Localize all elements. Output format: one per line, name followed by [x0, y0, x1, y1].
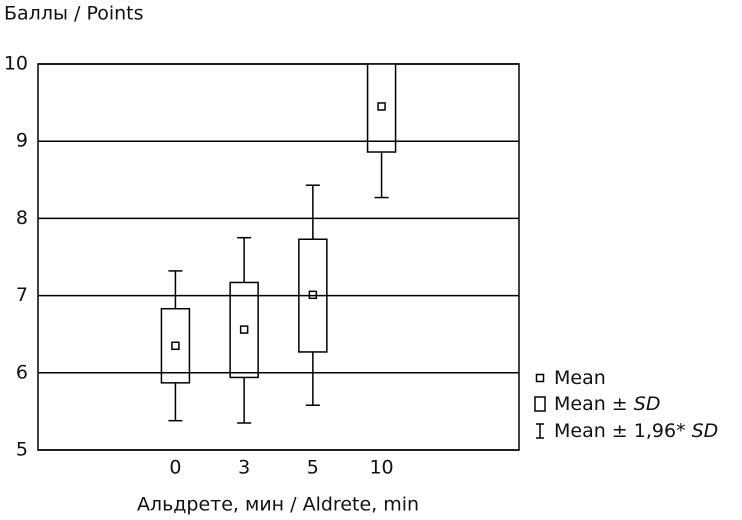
plot-area [160, 64, 397, 424]
legend-text-italic: SD [692, 420, 719, 442]
legend-label: Mean [554, 367, 606, 389]
x-tick-label: 10 [369, 457, 393, 479]
x-tick-label: 0 [169, 457, 181, 479]
mean-marker [308, 290, 318, 300]
legend-symbol [534, 396, 546, 412]
legend-text: Mean ± 1,96* [554, 420, 692, 442]
mean-marker [377, 102, 386, 111]
x-tick-label: 5 [307, 457, 319, 479]
y-tick-label: 6 [16, 361, 28, 383]
plot-frame [37, 63, 520, 451]
x-tick-label: 3 [238, 457, 250, 479]
legend-text: Mean [554, 367, 606, 389]
y-tick-label: 10 [4, 53, 28, 75]
mean-marker [239, 325, 249, 334]
legend-label: Mean ± SD [554, 393, 660, 415]
y-axis-title: Баллы / Points [4, 3, 144, 25]
y-tick-label: 7 [16, 284, 28, 306]
legend-text-italic: SD [634, 393, 661, 415]
y-tick-label: 8 [16, 207, 28, 229]
mean-marker [171, 341, 180, 351]
legend-text: Mean ± [554, 393, 634, 415]
legend-symbol [535, 373, 545, 383]
y-tick-label: 9 [16, 130, 28, 152]
x-axis-title: Альдрете, мин / Aldrete, min [137, 494, 419, 516]
legend-label: Mean ± 1,96* SD [554, 420, 718, 442]
y-tick-label: 5 [16, 439, 28, 461]
